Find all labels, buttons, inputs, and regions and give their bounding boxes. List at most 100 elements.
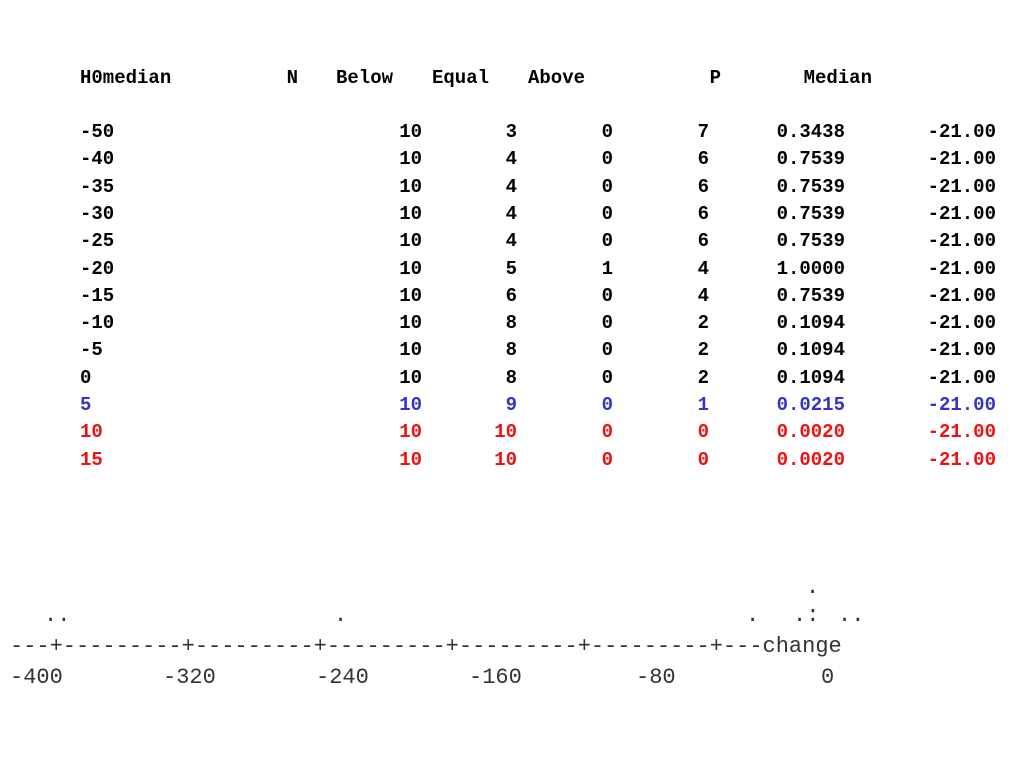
cell-median: -21.00 xyxy=(927,448,996,471)
cell-below: 4 xyxy=(505,202,517,225)
tick-label-0: 0 xyxy=(821,665,835,690)
cell-below: 8 xyxy=(505,312,517,335)
cell-above: 2 xyxy=(697,312,709,335)
cell-n: 10 xyxy=(399,421,422,444)
dot-row1-d: .: xyxy=(793,603,820,628)
cell-above: 2 xyxy=(697,339,709,362)
table-row: -25 10 4 0 6 0.7539 -21.00 xyxy=(0,228,1024,255)
cell-n: 10 xyxy=(399,257,422,280)
header-equal: Equal xyxy=(431,67,489,89)
header-below: Below xyxy=(335,67,393,89)
cell-above: 4 xyxy=(697,284,709,307)
cell-equal: 0 xyxy=(601,121,613,143)
cell-above: 2 xyxy=(697,366,709,389)
cell-n: 10 xyxy=(399,121,422,143)
cell-equal: 1 xyxy=(601,257,613,280)
cell-p: 0.7539 xyxy=(776,284,845,307)
cell-n: 10 xyxy=(399,175,422,198)
sign-test-table: H0median N Below Equal Above P Median -5… xyxy=(0,65,1024,474)
table-row: -35 10 4 0 6 0.7539 -21.00 xyxy=(0,174,1024,201)
dot-row1-b: . xyxy=(334,603,348,628)
cell-below: 8 xyxy=(505,366,517,389)
cell-p: 0.0215 xyxy=(776,394,845,416)
cell-n: 10 xyxy=(399,448,422,471)
cell-h0median: 10 xyxy=(80,421,103,444)
cell-above: 6 xyxy=(697,175,709,198)
dot-row1-a: .. xyxy=(44,603,71,628)
cell-h0median: 15 xyxy=(80,448,103,471)
cell-median: -21.00 xyxy=(927,175,996,198)
tick-label-neg160: -160 xyxy=(469,665,522,690)
cell-below: 10 xyxy=(494,421,517,444)
cell-h0median: -25 xyxy=(80,230,115,253)
dot-row1-e: .. xyxy=(838,603,865,628)
tick-label-neg320: -320 xyxy=(163,665,216,690)
cell-below: 4 xyxy=(505,148,517,171)
cell-h0median: -50 xyxy=(80,121,115,143)
table-row: -30 10 4 0 6 0.7539 -21.00 xyxy=(0,201,1024,228)
cell-h0median: -10 xyxy=(80,312,115,335)
cell-equal: 0 xyxy=(601,312,613,335)
table-row: 15 10 10 0 0 0.0020 -21.00 xyxy=(0,447,1024,474)
table-row: -20 10 5 1 4 1.0000 -21.00 xyxy=(0,256,1024,283)
cell-above: 1 xyxy=(697,394,709,416)
header-h0median: H0median xyxy=(80,67,172,89)
cell-median: -21.00 xyxy=(927,148,996,171)
cell-n: 10 xyxy=(399,230,422,253)
cell-n: 10 xyxy=(399,394,422,416)
table-row: -15 10 6 0 4 0.7539 -21.00 xyxy=(0,283,1024,310)
cell-p: 0.7539 xyxy=(776,175,845,198)
tick-label-neg400: -400 xyxy=(10,665,63,690)
cell-p: 0.3438 xyxy=(776,121,845,143)
cell-equal: 0 xyxy=(601,148,613,171)
cell-h0median: -35 xyxy=(80,175,115,198)
cell-below: 5 xyxy=(505,257,517,280)
cell-h0median: 0 xyxy=(80,366,92,389)
cell-above: 6 xyxy=(697,230,709,253)
cell-median: -21.00 xyxy=(927,394,996,416)
table-row: -5 10 8 0 2 0.1094 -21.00 xyxy=(0,337,1024,364)
cell-below: 9 xyxy=(505,394,517,416)
cell-p: 0.7539 xyxy=(776,202,845,225)
tick-label-neg240: -240 xyxy=(316,665,369,690)
cell-p: 0.1094 xyxy=(776,366,845,389)
cell-p: 0.7539 xyxy=(776,230,845,253)
cell-n: 10 xyxy=(399,148,422,171)
cell-below: 4 xyxy=(505,175,517,198)
cell-median: -21.00 xyxy=(927,312,996,335)
dotplot: . .. . . .: .. ---+---------+---------+-… xyxy=(0,570,1024,700)
cell-n: 10 xyxy=(399,202,422,225)
cell-above: 0 xyxy=(697,421,709,444)
dot-row1-c: . xyxy=(746,603,760,628)
cell-median: -21.00 xyxy=(927,421,996,444)
table-header-row: H0median N Below Equal Above P Median xyxy=(0,65,900,92)
cell-equal: 0 xyxy=(601,421,613,444)
cell-median: -21.00 xyxy=(927,366,996,389)
cell-p: 0.0020 xyxy=(776,421,845,444)
header-median: Median xyxy=(803,67,872,89)
cell-equal: 0 xyxy=(601,394,613,416)
cell-h0median: -20 xyxy=(80,257,115,280)
cell-p: 0.7539 xyxy=(776,148,845,171)
cell-n: 10 xyxy=(399,284,422,307)
table-row: 10 10 10 0 0 0.0020 -21.00 xyxy=(0,419,1024,446)
cell-n: 10 xyxy=(399,366,422,389)
cell-h0median: -40 xyxy=(80,148,115,171)
cell-above: 4 xyxy=(697,257,709,280)
cell-below: 10 xyxy=(494,448,517,471)
cell-above: 0 xyxy=(697,448,709,471)
cell-equal: 0 xyxy=(601,175,613,198)
table-row: -50 10 3 0 7 0.3438 -21.00 xyxy=(0,119,1024,146)
table-row: -10 10 8 0 2 0.1094 -21.00 xyxy=(0,310,1024,337)
table-row: 0 10 8 0 2 0.1094 -21.00 xyxy=(0,365,1024,392)
cell-h0median: -15 xyxy=(80,284,115,307)
cell-p: 0.1094 xyxy=(776,312,845,335)
cell-n: 10 xyxy=(399,339,422,362)
cell-median: -21.00 xyxy=(927,284,996,307)
header-above: Above xyxy=(527,67,585,89)
cell-p: 0.1094 xyxy=(776,339,845,362)
cell-below: 6 xyxy=(505,284,517,307)
cell-above: 7 xyxy=(697,121,709,143)
tick-label-neg80: -80 xyxy=(636,665,676,690)
cell-equal: 0 xyxy=(601,366,613,389)
